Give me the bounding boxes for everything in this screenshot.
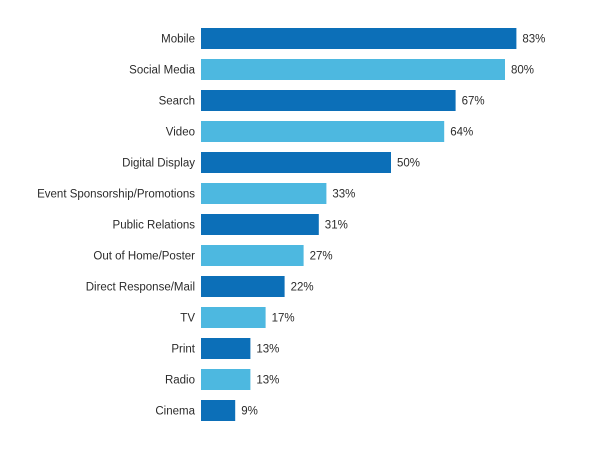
category-label-print: Print: [171, 344, 195, 356]
value-label-public-relations: 31%: [325, 220, 348, 232]
bar-search: [201, 90, 456, 111]
category-labels: Mobile Social Media Search Video Digital Dis…: [37, 34, 196, 418]
category-label-direct-response-mail: Direct Response/Mail: [86, 282, 195, 294]
category-label-search: Search: [159, 96, 195, 108]
bar-print: [201, 338, 251, 359]
value-label-mobile: 83%: [522, 34, 545, 46]
bar-radio: [201, 369, 251, 390]
bars: [201, 28, 517, 421]
value-label-direct-response-mail: 22%: [291, 282, 314, 294]
bar-digital-display: [201, 152, 391, 173]
value-labels: 83% 80% 67% 64% 50% 33% 31% 27% 22% 17% 13% 13% 9%: [241, 34, 545, 418]
bar-mobile: [201, 28, 517, 49]
category-label-cinema: Cinema: [155, 406, 195, 418]
value-label-cinema: 9%: [241, 406, 258, 418]
value-label-tv: 17%: [272, 313, 295, 325]
category-label-out-of-home-poster: Out of Home/Poster: [93, 251, 195, 263]
bar-tv: [201, 307, 266, 328]
value-label-search: 67%: [462, 96, 485, 108]
category-label-digital-display: Digital Display: [122, 158, 195, 170]
category-label-radio: Radio: [165, 375, 195, 387]
bar-direct-response-mail: [201, 276, 285, 297]
category-label-public-relations: Public Relations: [113, 220, 196, 232]
bar-out-of-home-poster: [201, 245, 304, 266]
value-label-radio: 13%: [256, 375, 279, 387]
bar-public-relations: [201, 214, 319, 235]
value-label-out-of-home-poster: 27%: [310, 251, 333, 263]
category-label-tv: TV: [180, 313, 195, 325]
category-label-social-media: Social Media: [129, 65, 195, 77]
bar-event-sponsorship-promotions: [201, 183, 327, 204]
value-label-event-sponsorship-promotions: 33%: [332, 189, 355, 201]
value-label-print: 13%: [256, 344, 279, 356]
bar-cinema: [201, 400, 236, 421]
bar-social-media: [201, 59, 505, 80]
value-label-digital-display: 50%: [397, 158, 420, 170]
value-label-video: 64%: [450, 127, 473, 139]
category-label-mobile: Mobile: [161, 34, 195, 46]
value-label-social-media: 80%: [511, 65, 534, 77]
category-label-event-sponsorship-promotions: Event Sponsorship/Promotions: [37, 189, 195, 201]
category-label-video: Video: [166, 127, 195, 139]
bar-video: [201, 121, 445, 142]
